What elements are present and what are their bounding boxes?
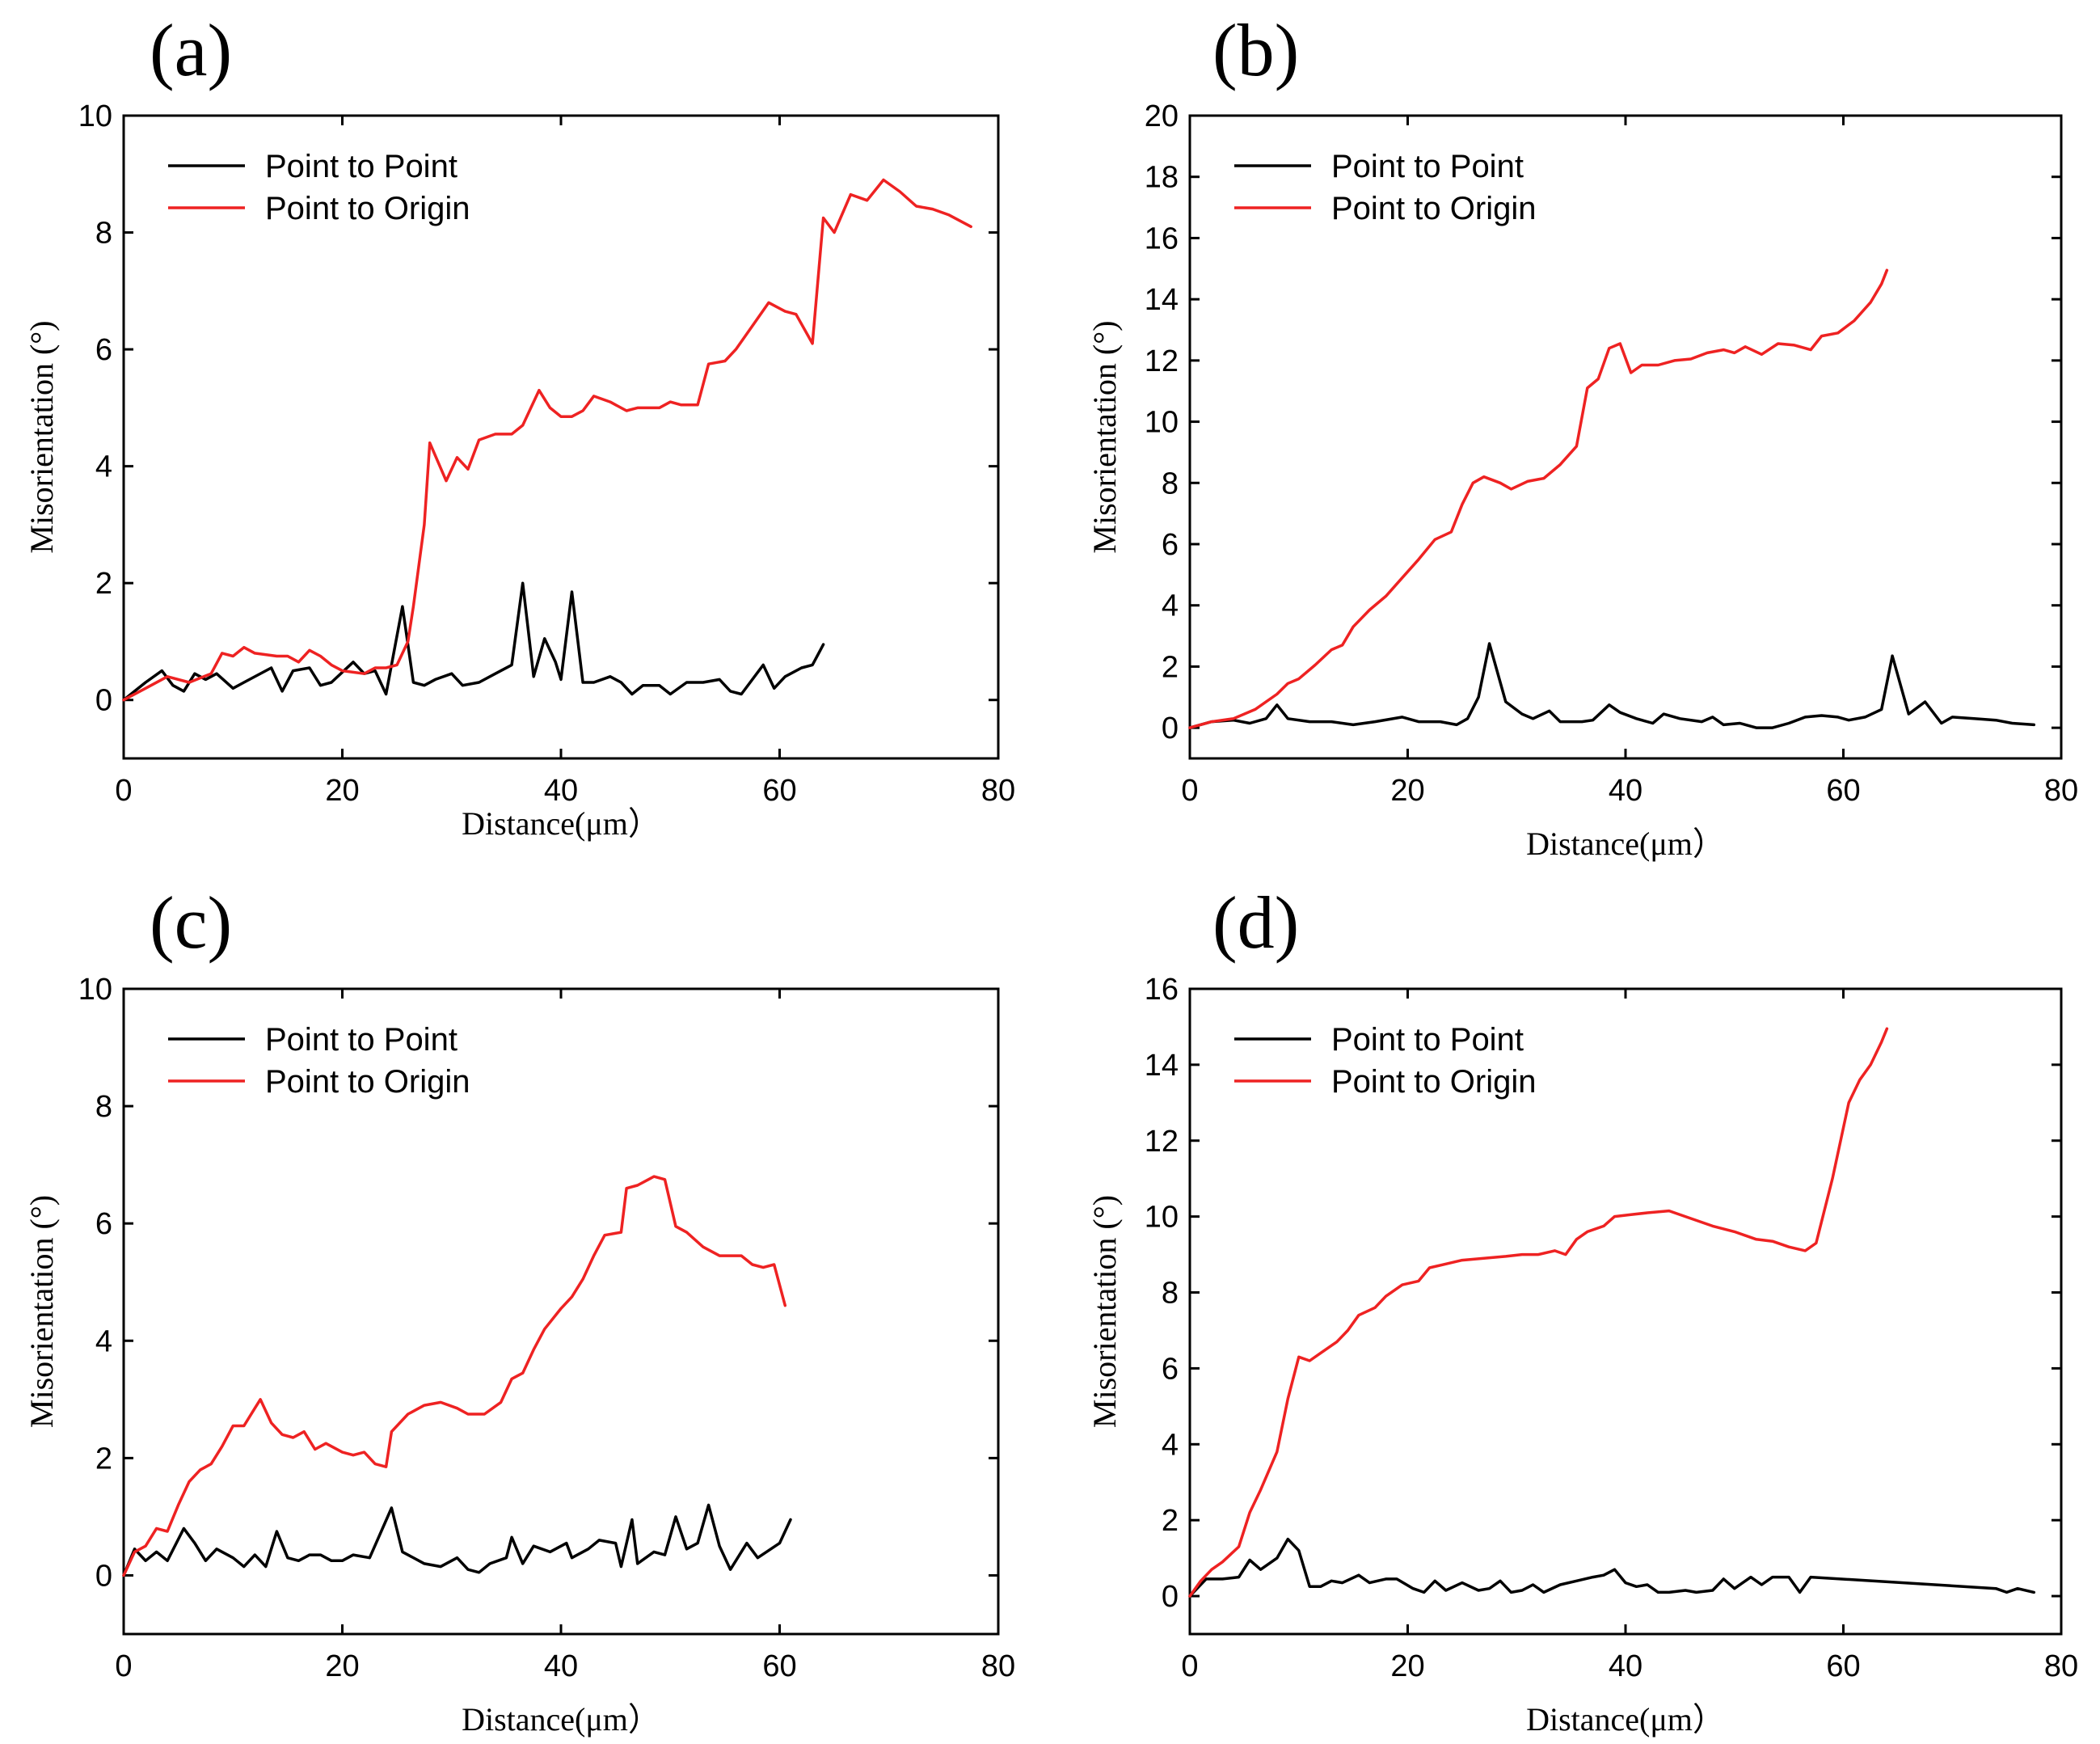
y-tick-label: 6 [95, 333, 112, 367]
legend-label: Point to Origin [265, 1064, 470, 1100]
series-line-point-to-origin [122, 1175, 787, 1577]
chart-panel-b: (b) 0 20 40 60 80 0 2 4 6 8 10 12 14 16 18 20 Distance(μm… [1086, 9, 2078, 862]
x-tick-label: 20 [325, 774, 359, 808]
x-axis-title: Distance(μm） [1526, 1701, 1725, 1738]
x-tick-label: 60 [762, 1649, 796, 1683]
plot-frame [122, 114, 1000, 760]
x-axis-title: Distance(μm） [462, 1701, 660, 1738]
x-tick-label: 80 [2044, 774, 2078, 808]
legend-label: Point to Point [1331, 1022, 1524, 1058]
legend-label: Point to Origin [1331, 191, 1536, 226]
y-tick-label: 12 [1145, 1125, 1179, 1159]
y-axis-title: Misorientation (°) [23, 320, 60, 553]
y-tick-label: 2 [95, 567, 112, 601]
x-tick-label: 80 [981, 774, 1015, 808]
y-tick-label: 14 [1145, 283, 1179, 317]
x-tick-label: 0 [1181, 1649, 1198, 1683]
y-axis-title: Misorientation (°) [1086, 320, 1123, 553]
y-axis-title: Misorientation (°) [23, 1195, 60, 1428]
legend-label: Point to Point [265, 1022, 458, 1058]
y-tick-label: 6 [95, 1207, 112, 1241]
y-tick-label: 16 [1145, 222, 1179, 255]
series-line-point-to-point [122, 1503, 792, 1577]
legend-label: Point to Point [265, 149, 458, 184]
x-tick-label: 20 [1390, 1649, 1424, 1683]
y-tick-label: 6 [1162, 1352, 1179, 1386]
series-line-point-to-origin [122, 178, 972, 702]
y-tick-label: 4 [1162, 589, 1179, 623]
x-tick-label: 60 [762, 774, 796, 808]
y-tick-label: 0 [1162, 1580, 1179, 1614]
x-tick-label: 60 [1826, 774, 1860, 808]
x-tick-label: 20 [1390, 774, 1424, 808]
x-axis-title: Distance(μm） [462, 805, 660, 842]
plot-frame [1188, 114, 2063, 760]
x-tick-label: 80 [2044, 1649, 2078, 1683]
x-tick-label: 0 [1181, 774, 1198, 808]
plot-frame [1188, 987, 2063, 1636]
x-tick-label: 0 [115, 1649, 132, 1683]
y-tick-label: 2 [95, 1442, 112, 1476]
legend-label: Point to Origin [1331, 1064, 1536, 1100]
y-tick-label: 6 [1162, 528, 1179, 562]
panel-label: (a) [150, 9, 232, 91]
y-tick-label: 10 [1145, 1201, 1179, 1235]
y-tick-label: 0 [1162, 712, 1179, 745]
y-tick-label: 8 [95, 217, 112, 251]
panel-label: (b) [1212, 9, 1299, 91]
y-tick-label: 4 [1162, 1428, 1179, 1462]
y-tick-label: 8 [1162, 1277, 1179, 1311]
x-tick-label: 20 [325, 1649, 359, 1683]
x-tick-label: 0 [115, 774, 132, 808]
y-tick-label: 16 [1145, 973, 1179, 1007]
y-tick-label: 0 [95, 1559, 112, 1593]
x-tick-label: 40 [544, 1649, 578, 1683]
y-tick-label: 2 [1162, 650, 1179, 684]
y-tick-label: 2 [1162, 1504, 1179, 1538]
y-tick-label: 4 [95, 1324, 112, 1358]
y-tick-label: 12 [1145, 344, 1179, 378]
y-tick-label: 18 [1145, 161, 1179, 195]
series-line-point-to-point [122, 581, 825, 702]
y-tick-label: 4 [95, 450, 112, 484]
y-tick-label: 14 [1145, 1049, 1179, 1083]
panel-label: (d) [1212, 881, 1299, 964]
y-tick-label: 0 [95, 684, 112, 718]
y-tick-label: 8 [1162, 467, 1179, 500]
x-tick-label: 40 [1609, 774, 1642, 808]
legend-label: Point to Origin [265, 191, 470, 226]
y-tick-label: 8 [95, 1090, 112, 1124]
y-tick-label: 10 [78, 973, 112, 1007]
y-tick-label: 10 [78, 99, 112, 133]
x-tick-label: 80 [981, 1649, 1015, 1683]
legend-label: Point to Point [1331, 149, 1524, 184]
x-tick-label: 60 [1826, 1649, 1860, 1683]
x-tick-label: 40 [1609, 1649, 1642, 1683]
chart-panel-d: (d) 0 20 40 60 80 0 2 4 6 8 10 12 14 16 Distance(μm） Mis… [1086, 881, 2078, 1738]
x-tick-label: 40 [544, 774, 578, 808]
panel-label: (c) [150, 881, 232, 964]
series-line-point-to-origin [1188, 1027, 1889, 1598]
y-tick-label: 20 [1145, 99, 1179, 133]
y-tick-label: 10 [1145, 406, 1179, 440]
series-line-point-to-origin [1188, 268, 1889, 729]
series-line-point-to-point [1188, 642, 2036, 729]
x-axis-title: Distance(μm） [1526, 826, 1725, 862]
chart-panel-c: (c) 0 20 40 60 80 0 2 4 6 8 10 Distance(μm） Misorient… [23, 881, 1015, 1738]
series-line-point-to-point [1188, 1537, 2036, 1598]
chart-panel-a: (a) 0 20 40 60 80 0 2 4 6 8 10 Distance(μm） Misorient… [23, 9, 1015, 842]
plot-frame [122, 987, 1000, 1636]
y-axis-title: Misorientation (°) [1086, 1195, 1123, 1428]
